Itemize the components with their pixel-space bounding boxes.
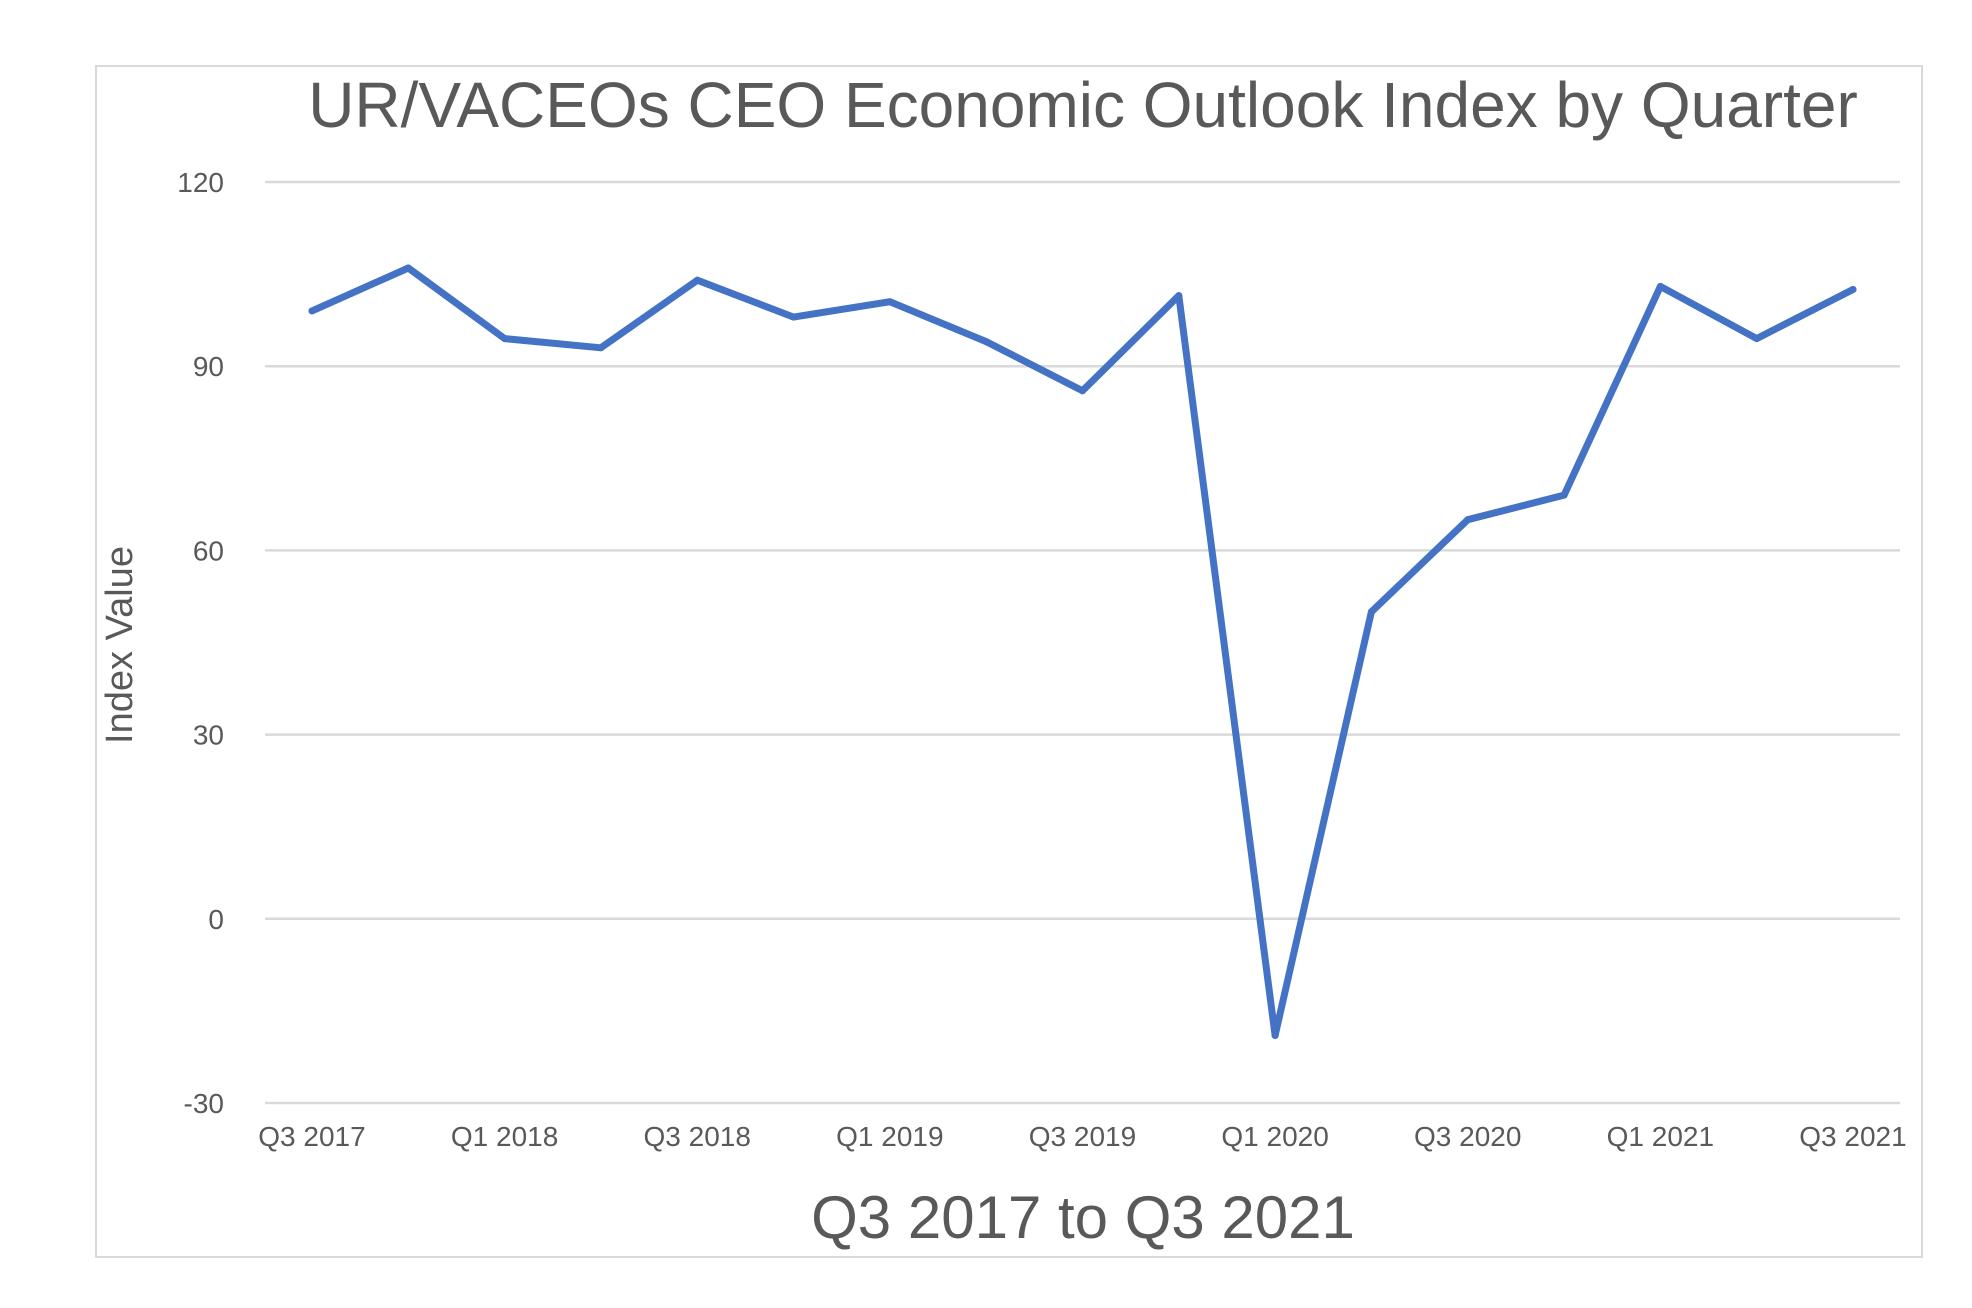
x-tick-label: Q1 2021: [1607, 1121, 1714, 1152]
data-point: [597, 344, 605, 352]
data-point: [404, 264, 412, 272]
data-point: [1367, 608, 1375, 616]
y-tick-label: 30: [193, 720, 224, 751]
y-axis-title: Index Value: [99, 546, 141, 744]
y-tick-label: -30: [184, 1088, 224, 1119]
data-point: [886, 298, 894, 306]
data-point: [790, 313, 798, 321]
data-point: [308, 307, 316, 315]
x-tick-label: Q3 2017: [258, 1121, 365, 1152]
x-tick-label: Q3 2018: [644, 1121, 751, 1152]
x-tick-label: Q3 2020: [1414, 1121, 1521, 1152]
data-point: [1849, 285, 1857, 293]
data-point: [501, 335, 509, 343]
data-point: [693, 276, 701, 284]
chart-title: UR/VACEOs CEO Economic Outlook Index by …: [308, 69, 1858, 141]
chart-frame: [95, 65, 1923, 1258]
x-tick-label: Q1 2020: [1221, 1121, 1328, 1152]
x-tick-label: Q3 2019: [1029, 1121, 1136, 1152]
data-point: [1656, 282, 1664, 290]
series-line: [308, 264, 1857, 1039]
data-point: [1079, 387, 1086, 395]
x-axis-title: Q3 2017 to Q3 2021: [811, 1184, 1355, 1251]
data-point: [1753, 335, 1761, 343]
y-tick-label: 90: [193, 351, 224, 382]
x-tick-label: Q1 2019: [836, 1121, 943, 1152]
data-point: [982, 338, 990, 346]
y-tick-label: 120: [177, 167, 224, 198]
x-tick-label: Q1 2018: [451, 1121, 558, 1152]
data-point: [1271, 1031, 1279, 1039]
data-point: [1175, 292, 1183, 300]
y-tick-label: 0: [208, 904, 224, 935]
x-tick-label: Q3 2021: [1799, 1121, 1906, 1152]
data-point: [1560, 491, 1568, 499]
data-point: [1464, 516, 1472, 524]
y-tick-label: 60: [193, 535, 224, 566]
